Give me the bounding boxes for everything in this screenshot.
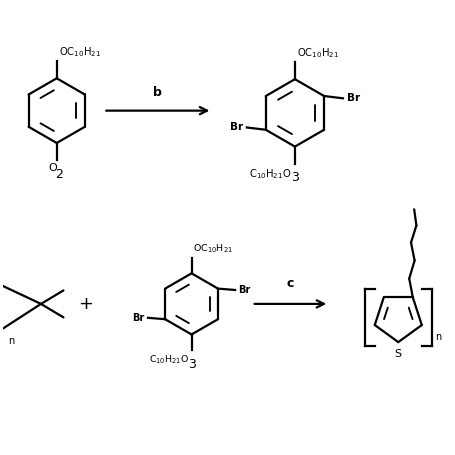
- Text: 3: 3: [187, 358, 196, 371]
- Text: n: n: [435, 332, 441, 342]
- Text: $\mathsf{C_{10}H_{21}O}$: $\mathsf{C_{10}H_{21}O}$: [149, 354, 189, 366]
- Text: O: O: [49, 163, 57, 173]
- Text: c: c: [287, 278, 294, 290]
- Text: $\mathsf{OC_{10}H_{21}}$: $\mathsf{OC_{10}H_{21}}$: [59, 46, 101, 60]
- Text: Br: Br: [347, 93, 360, 103]
- Text: $\mathsf{OC_{10}H_{21}}$: $\mathsf{OC_{10}H_{21}}$: [297, 46, 339, 61]
- Text: $\mathsf{OC_{10}H_{21}}$: $\mathsf{OC_{10}H_{21}}$: [193, 243, 233, 255]
- Text: Br: Br: [238, 285, 251, 295]
- Text: n: n: [8, 336, 14, 346]
- Text: S: S: [395, 349, 402, 359]
- Text: b: b: [153, 86, 162, 99]
- Text: 2: 2: [55, 168, 63, 181]
- Text: +: +: [78, 295, 93, 313]
- Text: Br: Br: [132, 313, 145, 323]
- Text: Br: Br: [230, 122, 243, 132]
- Text: 3: 3: [291, 172, 299, 184]
- Text: $\mathsf{C_{10}H_{21}O}$: $\mathsf{C_{10}H_{21}O}$: [249, 167, 291, 181]
